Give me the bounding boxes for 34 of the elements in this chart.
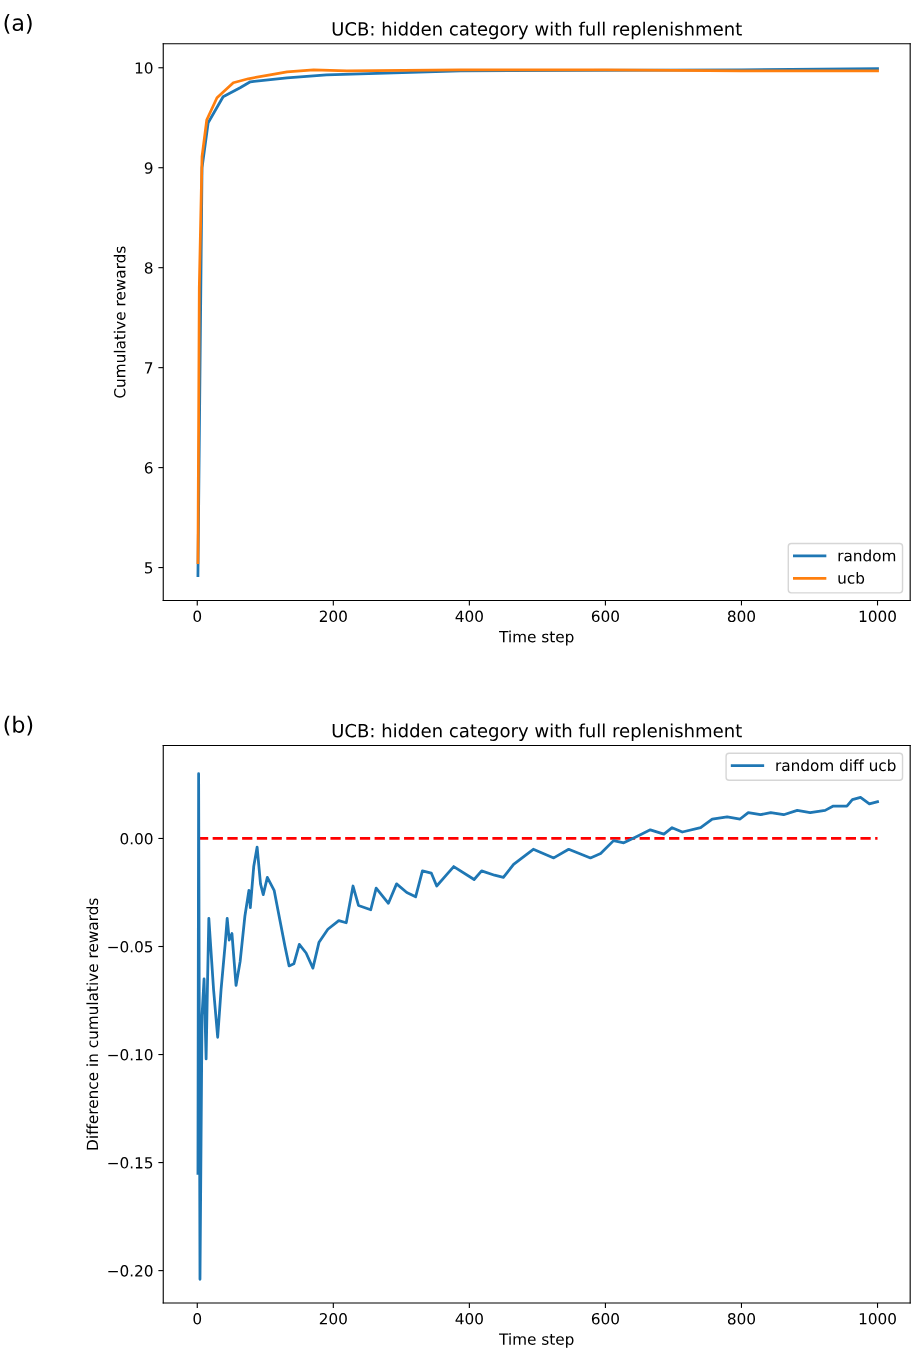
x-tick-label: 600 (591, 610, 619, 623)
y-tick-label: 10 (135, 62, 153, 74)
y-tick-label: −0.15 (108, 1157, 153, 1169)
text: (b) (4, 715, 33, 736)
y-axis-title: Difference in cumulative rewards (86, 898, 99, 1150)
x-tick-label: 600 (591, 1313, 619, 1325)
y-tick-label: 6 (144, 462, 153, 474)
x-axis-title: Time step (499, 630, 574, 646)
x-tick-label: 400 (455, 1313, 483, 1325)
y-axis-title: Cumulative rewards (113, 246, 126, 398)
legend-label: random (838, 549, 896, 562)
legend-label: ucb (838, 572, 865, 584)
y-tick-label: 9 (144, 162, 153, 174)
y-tick-label: 8 (144, 262, 153, 274)
x-tick-label: 1000 (859, 610, 896, 623)
y-tick-label: −0.05 (108, 940, 153, 953)
x-tick-label: 1000 (859, 1313, 896, 1325)
x-tick-label: 400 (455, 610, 483, 623)
x-tick-label: 0 (193, 610, 202, 623)
x-tick-label: 800 (727, 610, 756, 623)
legend-label: random diff ucb (776, 759, 896, 772)
x-tick-label: 200 (319, 1313, 347, 1325)
x-axis-title: Time step (499, 1333, 574, 1348)
chart-title: UCB: hidden category with full replenishment (332, 21, 742, 40)
x-tick-label: 800 (727, 1313, 756, 1325)
y-tick-label: 7 (145, 362, 153, 374)
y-tick-label: 0.00 (120, 832, 153, 845)
y-tick-label: 5 (144, 562, 153, 574)
text: (a) (4, 13, 32, 34)
x-tick-label: 0 (193, 1313, 202, 1325)
x-tick-label: 200 (319, 610, 347, 623)
y-tick-label: −0.20 (108, 1265, 153, 1277)
chart-title: UCB: hidden category with full replenishment (332, 723, 742, 741)
y-tick-label: −0.10 (108, 1049, 153, 1061)
